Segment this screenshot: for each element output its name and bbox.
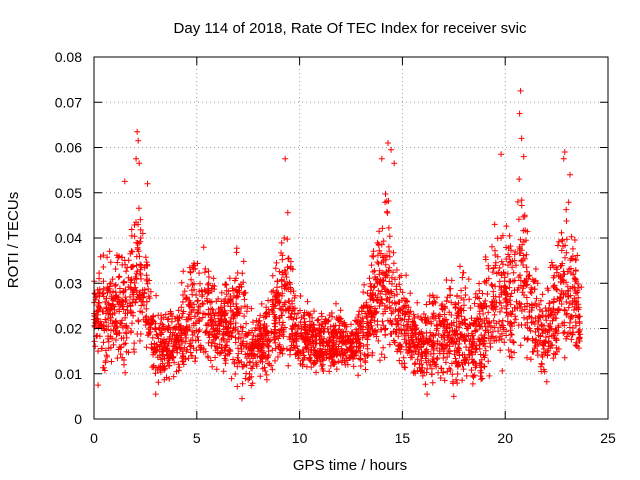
x-tick-label: 10: [292, 430, 308, 446]
x-tick-label: 15: [395, 430, 411, 446]
grid-lines: [94, 57, 608, 419]
y-tick-label: 0.04: [55, 230, 82, 246]
x-tick-labels: 0 5 10 15 20 25: [90, 430, 616, 446]
x-tick-label: 0: [90, 430, 98, 446]
y-tick-label: 0.05: [55, 185, 82, 201]
y-tick-label: 0.03: [55, 275, 82, 291]
y-tick-label: 0.02: [55, 321, 82, 337]
y-tick-label: 0.07: [55, 94, 82, 110]
chart-title: Day 114 of 2018, Rate Of TEC Index for r…: [174, 20, 527, 37]
y-tick-label: 0.01: [55, 366, 82, 382]
x-axis-title: GPS time / hours: [293, 457, 407, 474]
y-axis-title: ROTI / TECUs: [5, 192, 22, 288]
axis-ticks: [93, 56, 609, 420]
y-tick-label: 0.08: [55, 49, 82, 65]
y-tick-label: 0.06: [55, 140, 82, 156]
x-tick-label: 25: [600, 430, 616, 446]
y-tick-labels: 0 0.01 0.02 0.03 0.04 0.05 0.06 0.07 0.08: [55, 49, 82, 427]
data-points: [91, 87, 585, 402]
y-tick-label: 0: [74, 411, 82, 427]
roti-points: [91, 87, 585, 402]
x-tick-label: 5: [193, 430, 201, 446]
x-tick-label: 20: [497, 430, 513, 446]
